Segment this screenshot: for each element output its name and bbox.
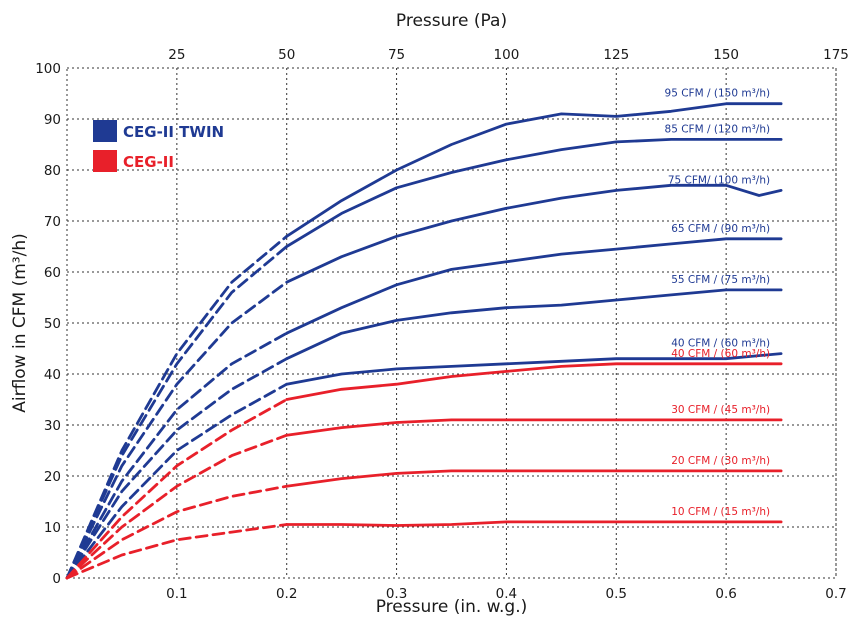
series-label-ceg-ii-40-cfm-60-m-h: 40 CFM / (60 m³/h) [671,348,770,360]
series-dashed-ceg-ii-10-cfm-15-m-h [65,523,289,580]
series-solid-ceg-ii-twin-85-cfm-120-m-h [285,137,783,248]
legend: CEG-II TWIN CEG-II [93,120,224,172]
series-dashed-ceg-ii-twin-55-cfm-75-m-h [65,357,289,580]
x2-tick-label: 75 [388,47,405,63]
y-tick-label: 20 [44,469,61,485]
y-tick-label: 30 [44,418,61,434]
y-axis-title: Airflow in CFM (m³/h) [10,233,30,413]
series-dashed-ceg-ii-twin-75-cfm-100-m-h [65,280,289,580]
series-dashed-ceg-ii-twin-65-cfm-90-m-h [65,331,289,580]
x-tick-label: 0.2 [276,586,297,602]
x-tick-label: 0.7 [825,586,846,602]
series-dashed-ceg-ii-twin-85-cfm-120-m-h [65,245,289,580]
series-label-ceg-ii-twin-95-cfm-150-m-h: 95 CFM / (150 m³/h) [665,88,771,100]
series-label-ceg-ii-30-cfm-45-m-h: 30 CFM / (45 m³/h) [671,404,770,416]
series-dashed-ceg-ii-twin-40-cfm-60-m-h [65,382,289,580]
x2-tick-label: 25 [168,47,185,63]
x2-tick-label: 50 [278,47,295,63]
series-labels: 95 CFM / (150 m³/h) 85 CFM / (120 m³/h) 75… [665,88,771,518]
series-solid-ceg-ii-twin-95-cfm-150-m-h [285,102,783,238]
bottom-axis-title: Pressure (in. w.g.) [376,597,528,617]
series-lines [65,102,783,580]
top-axis-title: Pressure (Pa) [396,11,507,31]
y-tick-label: 90 [44,112,61,128]
legend-label-ceg-ii: CEG-II [123,153,174,171]
tick-labels: 0.1 0.2 0.3 0.4 0.5 0.6 0.7 25 50 75 100 125 150 175 0… [35,47,849,602]
series-solid-ceg-ii-twin-55-cfm-75-m-h [285,288,783,361]
series-label-ceg-ii-twin-40-cfm-60-m-h: 40 CFM / (60 m³/h) [671,338,770,350]
series-solid-ceg-ii-10-cfm-15-m-h [285,520,783,527]
y-tick-label: 10 [44,520,61,536]
x-tick-label: 0.5 [606,586,627,602]
series-solid-ceg-ii-twin-65-cfm-90-m-h [285,237,783,335]
x2-tick-label: 175 [823,47,849,63]
x-tick-label: 0.3 [386,586,407,602]
series-label-ceg-ii-twin-55-cfm-75-m-h: 55 CFM / (75 m³/h) [671,274,770,286]
y-tick-label: 100 [35,61,61,77]
x2-tick-label: 150 [713,47,739,63]
y-tick-label: 60 [44,265,61,281]
x-tick-label: 0.6 [715,586,736,602]
series-label-ceg-ii-twin-75-cfm-100-m-h: 75 CFM/ (100 m³/h) [668,174,770,186]
series-label-ceg-ii-twin-65-cfm-90-m-h: 65 CFM / (90 m³/h) [671,223,770,235]
y-tick-label: 70 [44,214,61,230]
y-tick-label: 80 [44,163,61,179]
y-tick-label: 0 [52,571,61,587]
series-dashed-ceg-ii-40-cfm-60-m-h [65,398,289,580]
y-tick-label: 50 [44,316,61,332]
x2-tick-label: 125 [603,47,629,63]
series-label-ceg-ii-twin-85-cfm-120-m-h: 85 CFM / (120 m³/h) [665,123,771,135]
legend-swatch-ceg-ii [93,150,117,172]
series-solid-ceg-ii-twin-40-cfm-60-m-h [285,352,783,386]
series-solid-ceg-ii-20-cfm-30-m-h [285,469,783,488]
legend-label-ceg-ii-twin: CEG-II TWIN [123,123,224,141]
x-tick-label: 0.4 [496,586,517,602]
series-dashed-ceg-ii-30-cfm-45-m-h [65,433,289,580]
series-label-ceg-ii-10-cfm-15-m-h: 10 CFM / (15 m³/h) [671,506,770,518]
series-solid-ceg-ii-40-cfm-60-m-h [285,362,783,401]
series-label-ceg-ii-20-cfm-30-m-h: 20 CFM / (30 m³/h) [671,455,770,467]
x2-tick-label: 100 [494,47,520,63]
series-dashed-ceg-ii-20-cfm-30-m-h [65,484,289,580]
y-tick-label: 40 [44,367,61,383]
x-tick-label: 0.1 [166,586,187,602]
series-solid-ceg-ii-twin-75-cfm-100-m-h [285,183,783,284]
legend-swatch-ceg-ii-twin [93,120,117,142]
grid [66,67,837,579]
series-solid-ceg-ii-30-cfm-45-m-h [285,418,783,437]
